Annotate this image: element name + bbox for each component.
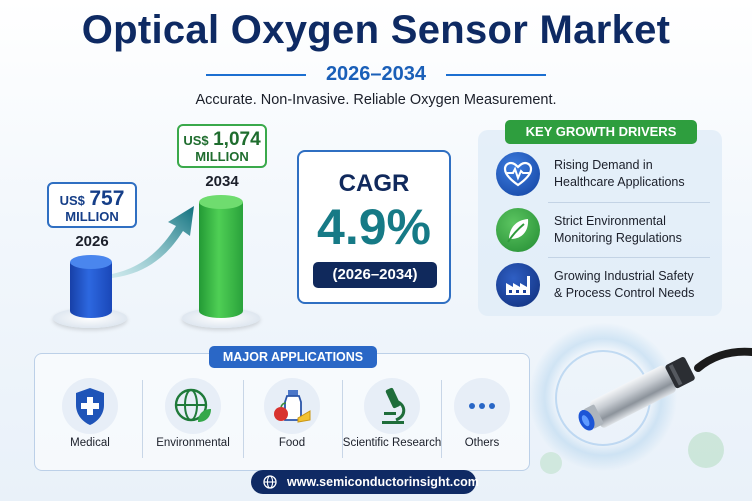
driver-industrial-line1: Growing Industrial Safety bbox=[554, 269, 694, 283]
application-others: Others bbox=[432, 376, 532, 468]
leaf-icon bbox=[496, 208, 540, 252]
globe-icon bbox=[263, 475, 277, 489]
globe-leaf-icon bbox=[165, 378, 221, 434]
application-scientific-research: Scientific Research bbox=[342, 376, 442, 468]
more-dots-icon bbox=[454, 378, 510, 434]
driver-healthcare: Rising Demand in Healthcare Applications bbox=[488, 149, 716, 199]
oxygen-sensor-image bbox=[578, 347, 752, 431]
decor-dot bbox=[540, 452, 562, 474]
cagr-label: CAGR bbox=[338, 170, 410, 197]
start-unit: MILLION bbox=[65, 209, 119, 224]
end-bar-top bbox=[199, 195, 243, 209]
forecast-years: 2026–2034 bbox=[325, 63, 427, 85]
start-value-box: US$ 757 MILLION bbox=[47, 182, 137, 228]
application-separator bbox=[441, 380, 442, 458]
start-value: 757 bbox=[89, 187, 125, 210]
application-scientific-research-label: Scientific Research bbox=[342, 437, 442, 449]
microscope-icon bbox=[364, 378, 420, 434]
end-year: 2034 bbox=[205, 173, 239, 190]
driver-industrial: Growing Industrial Safety & Process Cont… bbox=[488, 260, 716, 310]
start-bar-top bbox=[70, 255, 112, 269]
end-value-box: US$ 1,074 MILLION bbox=[177, 124, 267, 168]
start-year: 2026 bbox=[75, 233, 109, 250]
website-link[interactable]: www.semiconductorinsight.com bbox=[251, 470, 479, 494]
driver-healthcare-line1: Rising Demand in bbox=[554, 158, 653, 172]
driver-industrial-line2: & Process Control Needs bbox=[554, 286, 695, 300]
end-currency: US$ bbox=[183, 133, 209, 148]
application-food-label: Food bbox=[278, 437, 306, 449]
driver-divider bbox=[548, 202, 710, 203]
medical-shield-icon bbox=[62, 378, 118, 434]
factory-icon bbox=[496, 263, 540, 307]
decor-dot bbox=[688, 432, 724, 468]
end-bar bbox=[199, 202, 243, 318]
application-environmental-label: Environmental bbox=[156, 437, 230, 449]
cagr-period: (2026–2034) bbox=[313, 262, 437, 288]
application-environmental: Environmental bbox=[143, 376, 243, 468]
application-others-label: Others bbox=[464, 437, 500, 449]
cagr-value: 4.9% bbox=[317, 199, 431, 255]
driver-environmental-line2: Monitoring Regulations bbox=[554, 231, 682, 245]
start-currency: US$ bbox=[59, 193, 85, 208]
applications-heading: MAJOR APPLICATIONS bbox=[209, 346, 377, 368]
application-separator bbox=[243, 380, 244, 458]
growth-arrow-icon bbox=[112, 206, 194, 278]
website-url: www.semiconductorinsight.com bbox=[287, 475, 479, 489]
title-rule-left bbox=[206, 74, 306, 76]
heart-pulse-icon bbox=[496, 152, 540, 196]
driver-divider bbox=[548, 257, 710, 258]
drivers-heading: KEY GROWTH DRIVERS bbox=[505, 120, 697, 144]
driver-environmental-line1: Strict Environmental bbox=[554, 214, 666, 228]
page-title: Optical Oxygen Sensor Market bbox=[81, 8, 671, 52]
subtitle: Accurate. Non-Invasive. Reliable Oxygen … bbox=[195, 92, 557, 108]
application-separator bbox=[342, 380, 343, 458]
title-rule-right bbox=[446, 74, 546, 76]
application-medical: Medical bbox=[40, 376, 140, 468]
driver-environmental: Strict Environmental Monitoring Regulati… bbox=[488, 205, 716, 255]
food-icon bbox=[264, 378, 320, 434]
cagr-card: CAGR 4.9% (2026–2034) bbox=[297, 150, 451, 304]
end-value: 1,074 bbox=[213, 129, 261, 150]
application-medical-label: Medical bbox=[70, 437, 110, 449]
start-bar bbox=[70, 262, 112, 318]
application-food: Food bbox=[242, 376, 342, 468]
driver-healthcare-line2: Healthcare Applications bbox=[554, 175, 685, 189]
end-unit: MILLION bbox=[195, 149, 249, 164]
application-separator bbox=[142, 380, 143, 458]
